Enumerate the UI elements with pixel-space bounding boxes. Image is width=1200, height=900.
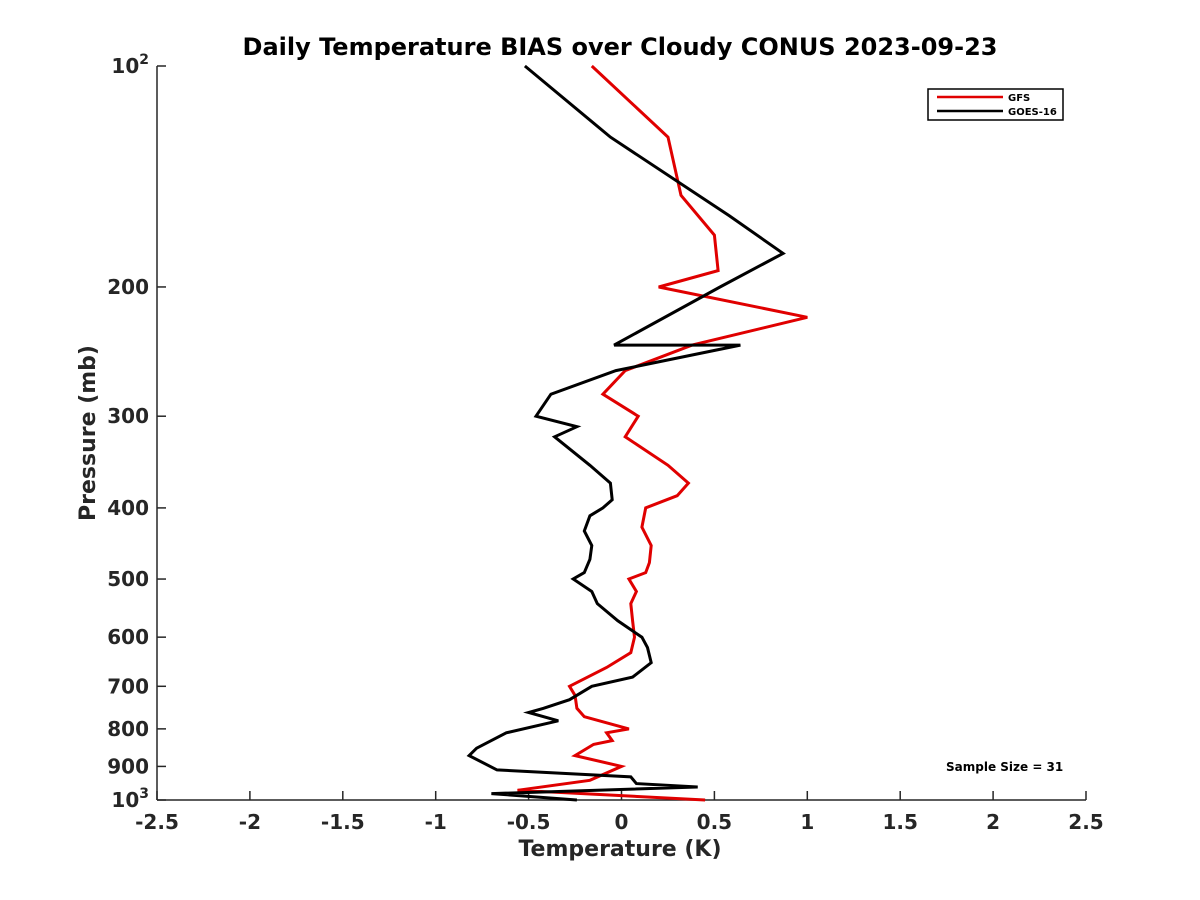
y-tick-label: 600	[107, 625, 149, 649]
x-axis-label: Temperature (K)	[518, 837, 721, 862]
y-tick-label: 300	[107, 404, 149, 428]
x-tick-label: -1.5	[321, 810, 365, 834]
x-tick-label: 1	[800, 810, 814, 834]
x-tick-label: -0.5	[507, 810, 551, 834]
legend: GFS GOES-16	[927, 88, 1064, 121]
chart-title: Daily Temperature BIAS over Cloudy CONUS…	[243, 33, 998, 61]
y-tick-label: 900	[107, 754, 149, 778]
legend-box	[927, 88, 1064, 121]
y-tick-label: 800	[107, 717, 149, 741]
y-tick-label: 400	[107, 496, 149, 520]
series-layer	[466, 64, 808, 802]
x-tick-label: 0	[615, 810, 629, 834]
legend-label-gfs: GFS	[1008, 93, 1030, 104]
y-tick-label: 103	[111, 786, 149, 812]
x-tick-label: 1.5	[882, 810, 917, 834]
axes: -2.5 -2 -1.5 -1 -0.5 0 0.5 1 1.5 2 2.5 102 200 300 400…	[107, 52, 1103, 834]
y-tick-label: 102	[111, 52, 149, 78]
y-axis-label: Pressure (mb)	[76, 345, 101, 521]
y-tick-label: 500	[107, 567, 149, 591]
y-tick-label: 700	[107, 674, 149, 698]
x-tick-label: 2.5	[1068, 810, 1103, 834]
series-line-gfs	[517, 64, 808, 802]
x-tick-label: -2.5	[135, 810, 179, 834]
x-tick-label: -1	[425, 810, 447, 834]
x-tick-label: -2	[239, 810, 261, 834]
sample-size-annotation: Sample Size = 31	[946, 760, 1063, 774]
x-tick-label: 0.5	[697, 810, 732, 834]
series-line-goes16	[466, 64, 786, 802]
y-tick-label: 200	[107, 275, 149, 299]
legend-label-goes16: GOES-16	[1008, 107, 1057, 118]
x-tick-label: 2	[986, 810, 1000, 834]
